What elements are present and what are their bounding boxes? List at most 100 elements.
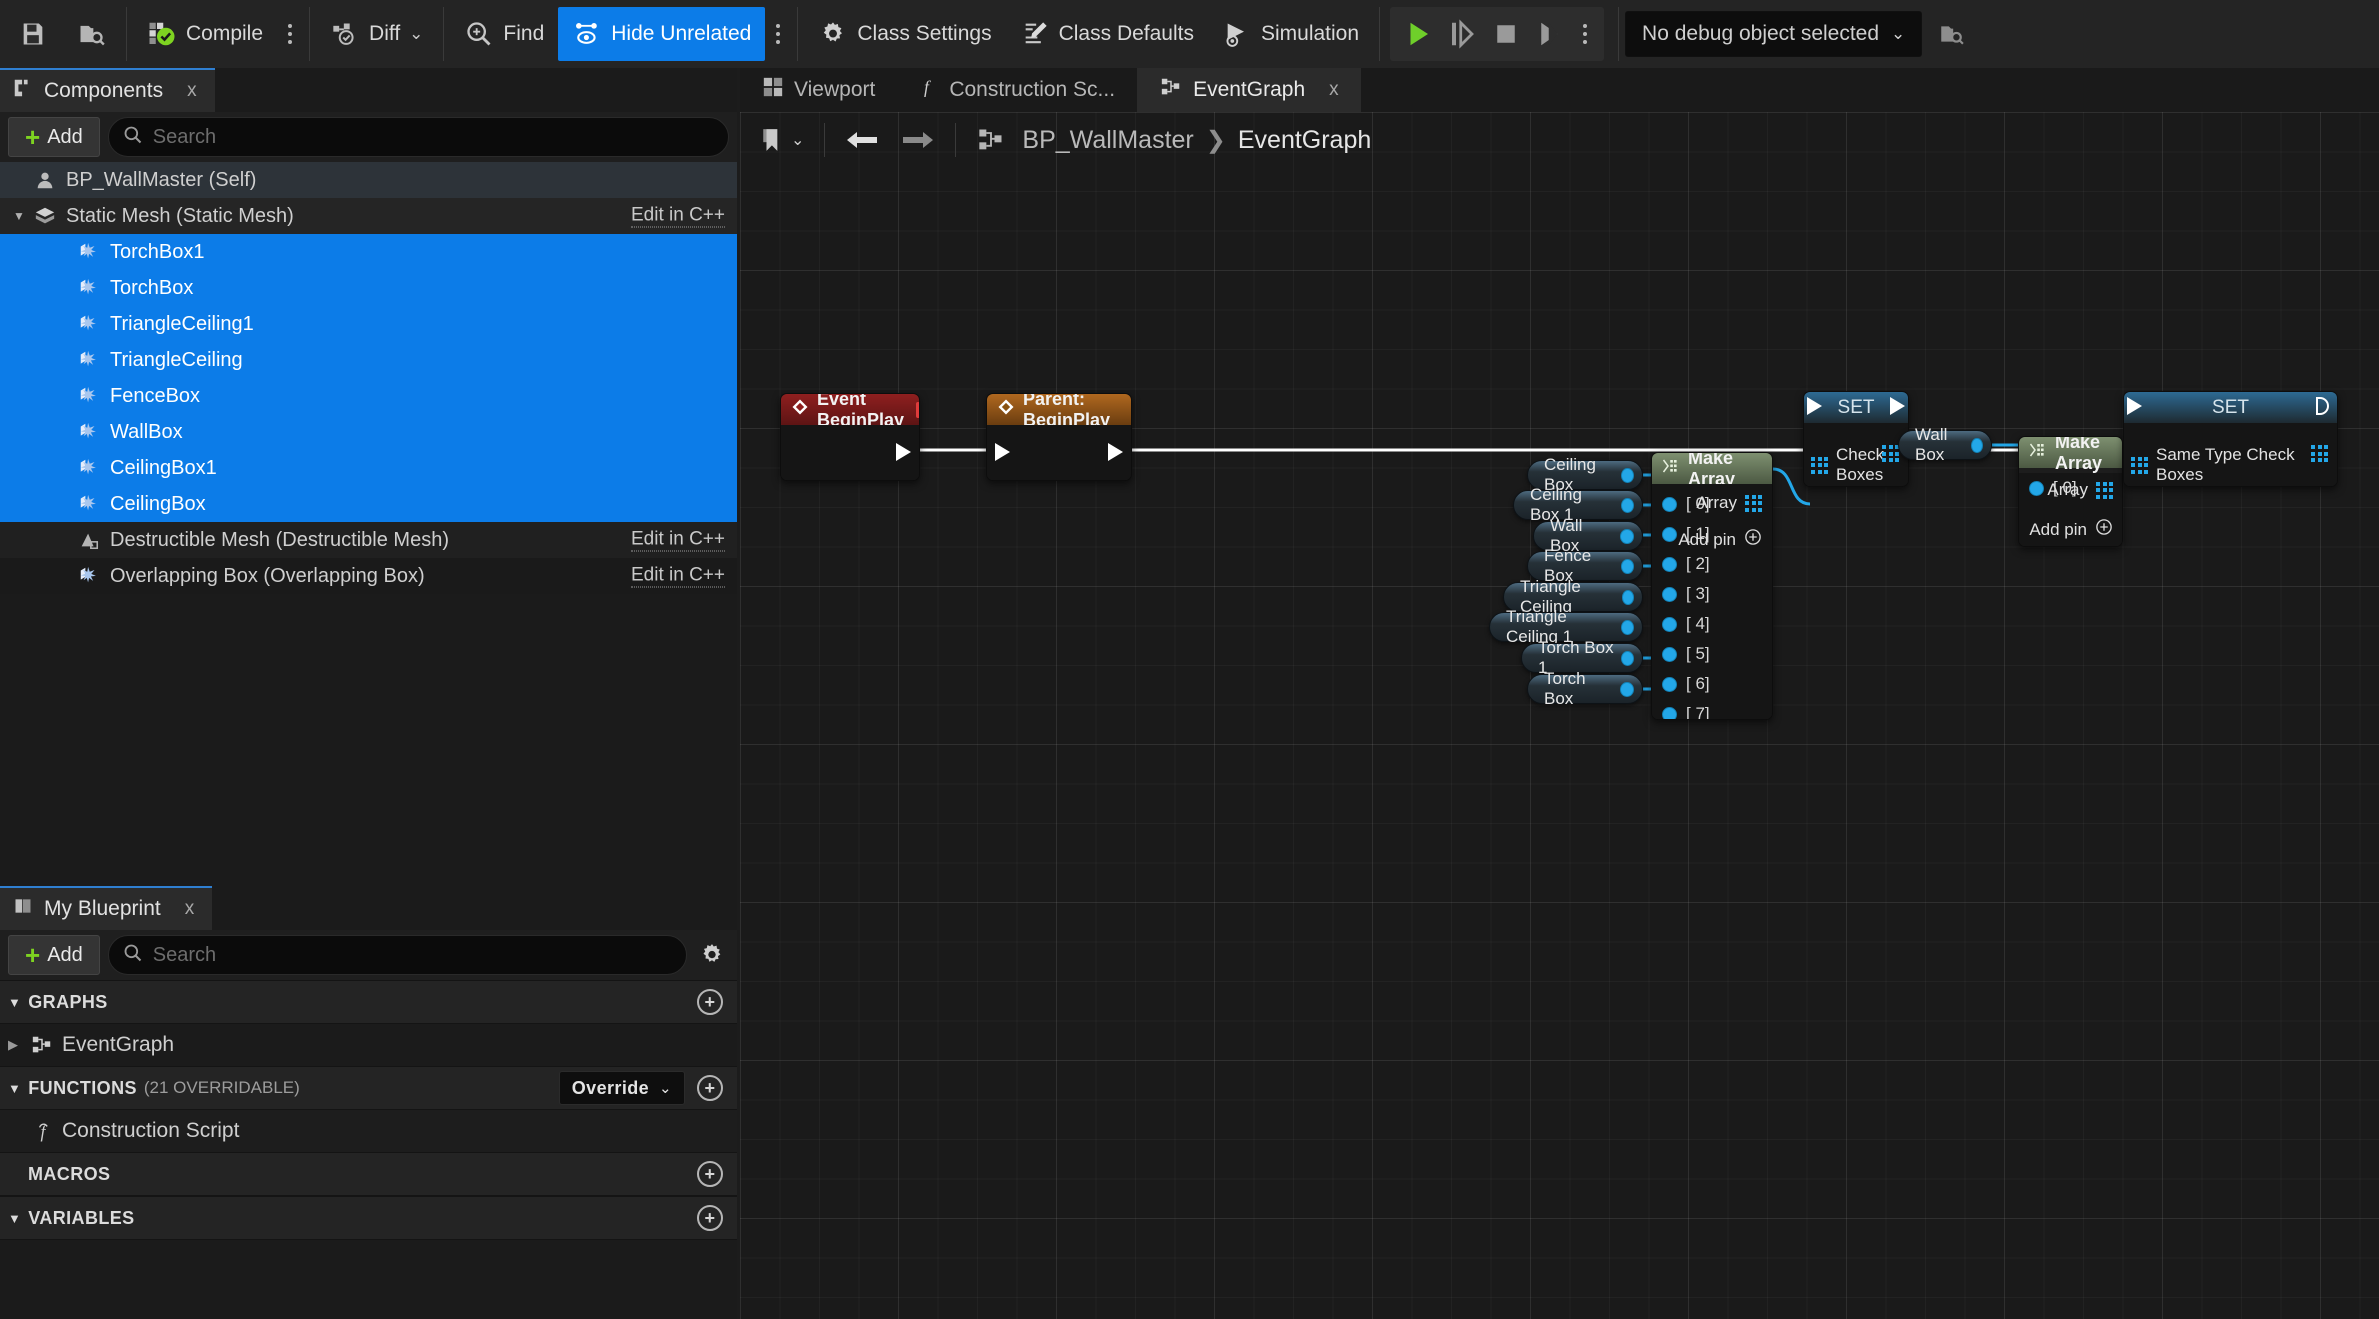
same-type-check-boxes-out-pin[interactable] [2311, 445, 2328, 462]
debug-browse-button[interactable] [1922, 7, 1980, 61]
node-parent-beginplay[interactable]: Parent: BeginPlay [986, 393, 1132, 481]
edit-in-cpp-link[interactable]: Edit in C++ [631, 564, 725, 588]
var-out-pin[interactable] [1620, 681, 1634, 697]
eject-button[interactable] [1528, 7, 1572, 61]
diff-button[interactable]: Diff ⌄ [316, 7, 437, 61]
compile-button[interactable]: Compile [133, 7, 277, 61]
edit-in-cpp-link[interactable]: Edit in C++ [631, 204, 725, 228]
exec-in-pin[interactable] [1807, 397, 1822, 415]
exec-out-pin[interactable] [1890, 397, 1905, 415]
expander-icon[interactable]: ▼ [13, 209, 25, 223]
close-icon[interactable]: x [187, 80, 197, 101]
make-array-1-pin-4[interactable]: [ 4] [1652, 609, 1772, 639]
section-graphs[interactable]: ▼ GRAPHS + [0, 980, 737, 1024]
class-defaults-button[interactable]: Class Defaults [1006, 7, 1208, 61]
browse-button[interactable] [62, 7, 120, 61]
components-search-box[interactable] [107, 117, 729, 157]
make-array-1-output[interactable]: Array [1696, 493, 1762, 513]
section-functions[interactable]: ▼ FUNCTIONS (21 OVERRIDABLE) Override ⌄ … [0, 1066, 737, 1110]
tree-item-destructible-mesh-destructible-mesh[interactable]: Destructible Mesh (Destructible Mesh) Edi… [0, 522, 737, 558]
var-out-pin[interactable] [1621, 589, 1634, 605]
tree-item-triangleceiling1[interactable]: TriangleCeiling1 [0, 306, 737, 342]
my-blueprint-search-box[interactable] [107, 935, 687, 975]
tab-viewport[interactable]: Viewport [740, 68, 897, 112]
array-element-pin[interactable] [2029, 480, 2044, 496]
close-icon[interactable]: x [184, 898, 195, 919]
add-macro-button[interactable]: + [697, 1161, 723, 1187]
var-out-pin[interactable] [1621, 497, 1634, 513]
make-array-1-pin-7[interactable]: [ 7] [1652, 699, 1772, 719]
hide-unrelated-button[interactable]: Hide Unrelated [558, 7, 766, 61]
make-array-1-pin-2[interactable]: [ 2] [1652, 549, 1772, 579]
save-button[interactable] [4, 7, 62, 61]
bookmark-button[interactable]: ⌄ [752, 123, 812, 157]
add-graph-button[interactable]: + [697, 989, 723, 1015]
node-set-check-boxes[interactable]: SET Check Boxes [1803, 391, 1909, 487]
override-dropdown[interactable]: Override ⌄ [558, 1071, 685, 1105]
graph-canvas[interactable]: ⌄ BP_WallMaster ❯ EventGraph [740, 112, 2379, 1319]
make-array-1-add-pin[interactable]: Add pin [1678, 528, 1762, 551]
make-array-1-pin-1[interactable]: [ 1] [1652, 519, 1772, 549]
array-element-pin[interactable] [1662, 676, 1677, 692]
exec-in-pin[interactable] [2127, 397, 2142, 415]
stop-button[interactable] [1484, 7, 1528, 61]
array-out-pin[interactable] [1745, 494, 1762, 512]
var-out-pin[interactable] [1621, 650, 1634, 666]
var-out-pin[interactable] [1621, 619, 1634, 635]
exec-out-pin[interactable] [2316, 397, 2329, 415]
breadcrumb-root[interactable]: BP_WallMaster [1022, 125, 1194, 154]
node-event-beginplay[interactable]: Event BeginPlay [780, 393, 920, 481]
nav-back-button[interactable] [837, 123, 887, 157]
list-item-eventgraph[interactable]: ▶ EventGraph [0, 1024, 737, 1066]
tree-item-torchbox1[interactable]: TorchBox1 [0, 234, 737, 270]
debug-object-select[interactable]: No debug object selected ⌄ [1625, 11, 1923, 57]
variable-getter-torch-box[interactable]: Torch Box [1527, 669, 1643, 708]
tab-components[interactable]: Components x [0, 68, 215, 112]
tab-my-blueprint[interactable]: My Blueprint x [0, 886, 213, 930]
add-component-button[interactable]: + Add [8, 117, 100, 157]
make-array-1-pin-0[interactable]: [ 0] [1652, 489, 1772, 519]
section-macros[interactable]: MACROS + [0, 1152, 737, 1196]
array-element-pin[interactable] [1662, 706, 1677, 719]
my-blueprint-search-input[interactable] [152, 943, 672, 967]
play-options-kebab[interactable] [1572, 7, 1598, 61]
var-out-pin[interactable] [1971, 437, 1983, 453]
breadcrumb-current[interactable]: EventGraph [1237, 125, 1372, 154]
tree-item-torchbox[interactable]: TorchBox [0, 270, 737, 306]
components-search-input[interactable] [152, 125, 714, 149]
variable-getter-wall-box[interactable]: Wall Box [1533, 516, 1643, 555]
exec-out-pin[interactable] [896, 443, 911, 461]
exec-out-pin[interactable] [1108, 443, 1123, 461]
array-element-pin[interactable] [1662, 646, 1677, 662]
variable-getter-wall-box-right[interactable]: Wall Box [1898, 425, 1992, 464]
variable-getter-triangle-ceiling-1[interactable]: Triangle Ceiling 1 [1489, 607, 1643, 646]
exec-in-pin[interactable] [995, 443, 1010, 461]
make-array-2-pin-0[interactable]: [ 0] [2019, 473, 2122, 503]
edit-in-cpp-link[interactable]: Edit in C++ [631, 528, 725, 552]
variable-getter-fence-box[interactable]: Fence Box [1527, 546, 1643, 585]
variable-getter-ceiling-box-1[interactable]: Ceiling Box 1 [1513, 485, 1643, 524]
tab-construction-sc[interactable]: f Construction Sc... [897, 68, 1137, 112]
node-make-array-2[interactable]: Make Array [ 0] Array Add pin [2018, 436, 2123, 547]
add-variable-button[interactable]: + [697, 1205, 723, 1231]
array-element-pin[interactable] [1662, 616, 1677, 632]
array-element-pin[interactable] [1662, 496, 1677, 512]
var-out-pin[interactable] [1620, 558, 1634, 574]
my-blueprint-settings-button[interactable] [695, 938, 729, 972]
variable-getter-ceiling-box[interactable]: Ceiling Box [1527, 455, 1643, 494]
tree-item-bp-wallmaster-self[interactable]: BP_WallMaster (Self) [0, 162, 737, 198]
array-element-pin[interactable] [1662, 586, 1677, 602]
list-item-construction-script[interactable]: f Construction Script [0, 1110, 737, 1152]
make-array-2-add-pin[interactable]: Add pin [2029, 518, 2113, 541]
compile-options-kebab[interactable] [277, 7, 303, 61]
find-options-kebab[interactable] [765, 7, 791, 61]
node-set-same-type-check-boxes[interactable]: SET Same Type Check Boxes [2123, 391, 2338, 487]
make-array-1-pin-5[interactable]: [ 5] [1652, 639, 1772, 669]
make-array-2-output[interactable]: Array [2047, 480, 2113, 500]
tree-item-wallbox[interactable]: WallBox [0, 414, 737, 450]
var-out-pin[interactable] [1619, 528, 1634, 544]
tree-item-ceilingbox[interactable]: CeilingBox [0, 486, 737, 522]
play-button[interactable] [1396, 7, 1440, 61]
tree-item-ceilingbox1[interactable]: CeilingBox1 [0, 450, 737, 486]
find-button[interactable]: Find [450, 7, 558, 61]
